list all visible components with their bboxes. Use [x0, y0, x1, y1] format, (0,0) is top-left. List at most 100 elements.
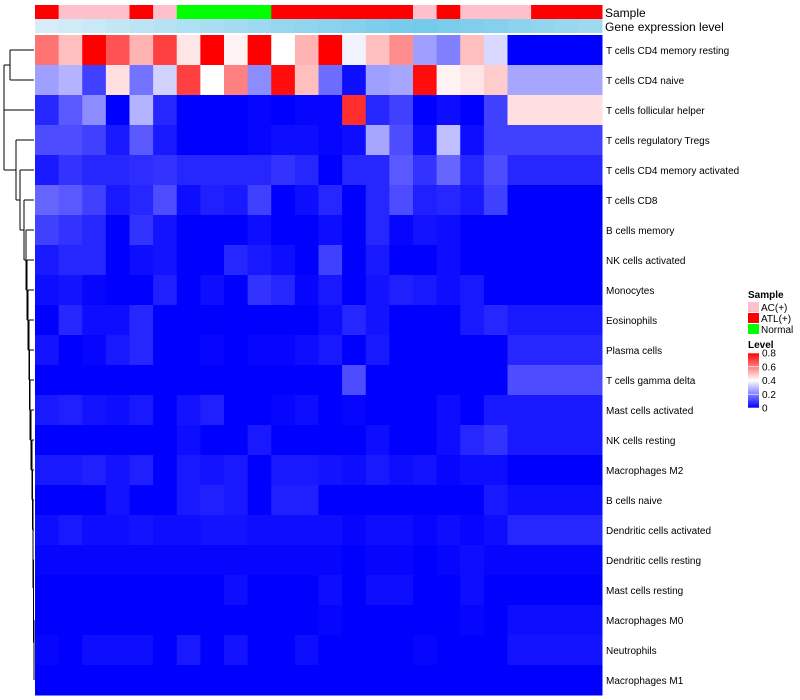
heatmap-cell — [460, 605, 485, 636]
heatmap-cell — [271, 215, 296, 246]
dendrogram-branch — [3, 110, 16, 171]
heatmap-cell — [35, 335, 60, 366]
sample-annotation-cell — [200, 5, 225, 19]
heatmap-cell — [200, 35, 225, 66]
heatmap-cell — [436, 635, 461, 666]
heatmap-cell — [460, 635, 485, 666]
heatmap-cell — [389, 635, 414, 666]
heatmap-cell — [176, 95, 201, 126]
heatmap-cell — [554, 665, 579, 696]
heatmap-cell — [153, 425, 178, 456]
heatmap-cell — [436, 335, 461, 366]
heatmap-cell — [578, 575, 603, 606]
heatmap-cell — [224, 665, 249, 696]
heatmap-cell — [105, 95, 130, 126]
heatmap-cell — [460, 395, 485, 426]
heatmap-cell — [200, 515, 225, 546]
heatmap-cell — [507, 575, 532, 606]
heatmap-cell — [554, 545, 579, 576]
heatmap-cell — [483, 305, 508, 336]
heatmap-cell — [58, 155, 83, 186]
heatmap-cell — [507, 635, 532, 666]
heatmap-cell — [35, 65, 60, 96]
heatmap-cell — [531, 215, 556, 246]
expression-annotation-cell — [129, 19, 154, 33]
expression-annotation-cell — [271, 19, 296, 33]
heatmap-cell — [247, 425, 272, 456]
heatmap-cell — [153, 515, 178, 546]
heatmap-cell — [200, 125, 225, 156]
heatmap-cell — [129, 665, 154, 696]
expression-annotation-cell — [35, 19, 60, 33]
heatmap-cell — [483, 425, 508, 456]
heatmap-cell — [460, 515, 485, 546]
heatmap-cell — [318, 125, 343, 156]
heatmap-cell — [318, 155, 343, 186]
heatmap-cell — [176, 305, 201, 336]
heatmap-cell — [342, 635, 367, 666]
heatmap-cell — [342, 125, 367, 156]
heatmap-cell — [389, 455, 414, 486]
heatmap-cell — [129, 455, 154, 486]
heatmap-cell — [247, 125, 272, 156]
heatmap-cell — [413, 455, 438, 486]
heatmap-cell — [105, 365, 130, 396]
heatmap-cell — [389, 395, 414, 426]
heatmap-cell — [365, 155, 390, 186]
heatmap-cell — [413, 275, 438, 306]
heatmap-cell — [413, 635, 438, 666]
heatmap-cell — [554, 455, 579, 486]
heatmap-cell — [153, 335, 178, 366]
expression-annotation-cell — [105, 19, 130, 33]
heatmap-cell — [483, 515, 508, 546]
heatmap-cell — [224, 605, 249, 636]
heatmap-cell — [35, 395, 60, 426]
heatmap-cell — [531, 275, 556, 306]
heatmap-cell — [200, 335, 225, 366]
heatmap-cell — [35, 95, 60, 126]
heatmap-cell — [153, 665, 178, 696]
heatmap-cell — [507, 245, 532, 276]
heatmap-cell — [200, 215, 225, 246]
heatmap-cell — [224, 545, 249, 576]
heatmap-cell — [247, 485, 272, 516]
heatmap-cell — [436, 215, 461, 246]
heatmap-cell — [82, 35, 107, 66]
heatmap-cell — [318, 635, 343, 666]
heatmap-cell — [365, 605, 390, 636]
heatmap-cell — [389, 95, 414, 126]
heatmap-cell — [82, 185, 107, 216]
dendrogram-branch — [15, 140, 20, 201]
heatmap-cell — [58, 275, 83, 306]
heatmap-cell — [365, 635, 390, 666]
heatmap-cell — [578, 485, 603, 516]
level-tick-label: 0.4 — [762, 376, 776, 387]
heatmap-cell — [460, 245, 485, 276]
sample-legend: Sample AC(+) ATL(+) Normal — [748, 290, 793, 336]
heatmap-cell — [82, 665, 107, 696]
heatmap-cell — [294, 485, 319, 516]
row-label: B cells naive — [606, 496, 663, 507]
heatmap-cell — [200, 665, 225, 696]
heatmap-cell — [35, 425, 60, 456]
heatmap-cell — [247, 335, 272, 366]
heatmap-cell — [554, 605, 579, 636]
heatmap-cell — [436, 425, 461, 456]
heatmap-cell — [153, 545, 178, 576]
heatmap-cell — [294, 425, 319, 456]
heatmap-cell — [58, 65, 83, 96]
heatmap-cell — [578, 95, 603, 126]
heatmap-cell — [483, 245, 508, 276]
heatmap-cell — [58, 545, 83, 576]
heatmap-cell — [483, 35, 508, 66]
heatmap-cell — [58, 245, 83, 276]
heatmap-cell — [365, 575, 390, 606]
heatmap-cell — [82, 95, 107, 126]
row-label: Plasma cells — [606, 346, 662, 357]
sample-annotation-cell — [271, 5, 296, 19]
heatmap-cell — [365, 515, 390, 546]
heatmap-cell — [224, 155, 249, 186]
heatmap-cell — [507, 305, 532, 336]
heatmap-cell — [58, 335, 83, 366]
heatmap-cell — [200, 155, 225, 186]
